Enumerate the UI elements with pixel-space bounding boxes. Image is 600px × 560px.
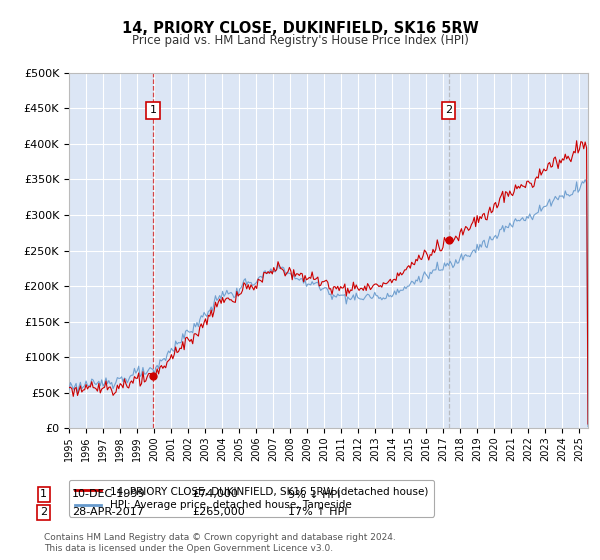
Text: 10-DEC-1999: 10-DEC-1999 <box>72 489 146 500</box>
Text: 2: 2 <box>445 105 452 115</box>
Text: £265,000: £265,000 <box>192 507 245 517</box>
Text: 1: 1 <box>149 105 157 115</box>
Text: 17% ↑ HPI: 17% ↑ HPI <box>288 507 347 517</box>
Text: Contains HM Land Registry data © Crown copyright and database right 2024.
This d: Contains HM Land Registry data © Crown c… <box>44 534 395 553</box>
Text: 1: 1 <box>40 489 47 500</box>
Text: £74,000: £74,000 <box>192 489 238 500</box>
Text: 9% ↓ HPI: 9% ↓ HPI <box>288 489 341 500</box>
Text: 2: 2 <box>40 507 47 517</box>
Legend: 14, PRIORY CLOSE, DUKINFIELD, SK16 5RW (detached house), HPI: Average price, det: 14, PRIORY CLOSE, DUKINFIELD, SK16 5RW (… <box>69 480 434 516</box>
Text: Price paid vs. HM Land Registry's House Price Index (HPI): Price paid vs. HM Land Registry's House … <box>131 34 469 46</box>
Text: 28-APR-2017: 28-APR-2017 <box>72 507 144 517</box>
Text: 14, PRIORY CLOSE, DUKINFIELD, SK16 5RW: 14, PRIORY CLOSE, DUKINFIELD, SK16 5RW <box>122 21 478 36</box>
